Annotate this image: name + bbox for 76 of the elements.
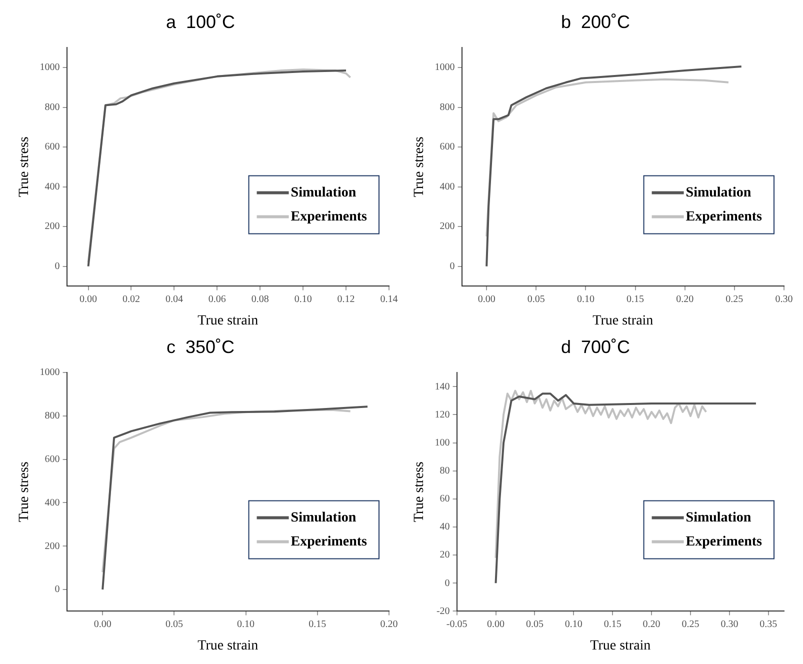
y-tick-label: 80 <box>440 465 450 476</box>
x-tick-label: 0.20 <box>380 618 398 630</box>
y-tick-label: 20 <box>440 550 450 561</box>
x-axis-title: True strain <box>592 313 654 328</box>
y-tick-label: 0 <box>450 260 455 272</box>
y-tick-label: 1000 <box>40 367 60 378</box>
y-axis-title: True stress <box>17 462 32 522</box>
y-tick-label: 800 <box>440 102 455 113</box>
x-tick-label: 0.14 <box>380 294 398 305</box>
x-tick-label: 0.00 <box>80 294 98 305</box>
y-tick-label: 400 <box>44 497 60 508</box>
y-tick-label: 0 <box>444 578 450 589</box>
x-tick-label: 0.12 <box>337 294 355 305</box>
x-tick-label: 0.05 <box>527 294 545 305</box>
y-tick-label: 1000 <box>40 62 60 74</box>
y-tick-label: 400 <box>440 181 455 192</box>
y-tick-label: 0 <box>54 260 60 272</box>
x-tick-label: 0.25 <box>682 618 700 630</box>
x-tick-label: 0.04 <box>165 294 183 305</box>
y-tick-label: 1000 <box>434 62 455 74</box>
y-tick-label: 800 <box>44 410 60 422</box>
x-tick-label: 0.10 <box>564 618 582 630</box>
x-tick-label: 0.08 <box>251 294 269 305</box>
x-tick-label: 0.30 <box>720 618 738 630</box>
y-tick-label: 800 <box>44 102 60 113</box>
y-tick-label: 600 <box>44 142 60 153</box>
y-tick-label: 200 <box>440 221 455 232</box>
y-axis-title: True stress <box>17 136 32 198</box>
y-tick-label: 140 <box>434 381 450 392</box>
x-tick-label: 0.10 <box>294 294 312 305</box>
y-tick-label: 600 <box>44 454 60 465</box>
y-axis-title: True stress <box>412 462 428 522</box>
legend-label: Experiments <box>290 534 368 550</box>
x-tick-label: -0.05 <box>446 618 468 630</box>
chart-title: a 100˚C <box>166 12 236 32</box>
x-tick-label: 0.15 <box>604 618 622 630</box>
x-axis-title: True strain <box>198 313 258 328</box>
chart-title: d 700˚C <box>560 336 630 357</box>
x-tick-label: 0.00 <box>487 618 504 630</box>
legend-label: Experiments <box>686 534 763 550</box>
x-tick-label: 0.20 <box>676 294 694 305</box>
x-axis-title: True strain <box>590 638 651 654</box>
y-tick-label: 100 <box>434 437 450 448</box>
x-tick-label: 0.35 <box>760 618 778 630</box>
x-tick-label: 0.00 <box>478 294 496 305</box>
x-tick-label: 0.15 <box>626 294 644 305</box>
x-tick-label: 0.06 <box>208 294 226 305</box>
legend-label: Simulation <box>290 185 356 200</box>
x-tick-label: 0.30 <box>775 294 793 305</box>
chart-title: b 200˚C <box>560 12 630 32</box>
x-tick-label: 0.25 <box>726 294 744 305</box>
y-axis-title: True stress <box>412 136 428 198</box>
y-tick-label: 600 <box>440 142 455 153</box>
x-tick-label: 0.10 <box>237 618 255 630</box>
y-tick-label: -20 <box>436 606 450 617</box>
y-tick-label: 400 <box>44 181 60 192</box>
y-tick-label: 120 <box>434 409 450 420</box>
y-tick-label: 0 <box>54 584 60 596</box>
x-tick-label: 0.10 <box>576 294 594 305</box>
legend-label: Simulation <box>686 510 752 526</box>
legend-label: Simulation <box>290 510 356 526</box>
x-tick-label: 0.02 <box>122 294 140 305</box>
x-tick-label: 0.15 <box>308 618 326 630</box>
x-axis-title: True strain <box>198 638 258 654</box>
y-tick-label: 200 <box>44 540 60 552</box>
legend-label: Experiments <box>686 209 763 224</box>
legend-label: Experiments <box>290 209 368 224</box>
x-tick-label: 0.00 <box>94 618 112 630</box>
x-tick-label: 0.05 <box>526 618 544 630</box>
legend-label: Simulation <box>686 185 752 200</box>
y-tick-label: 60 <box>440 494 450 505</box>
chart-title: c 350˚C <box>166 336 235 357</box>
y-tick-label: 40 <box>440 522 450 533</box>
y-tick-label: 200 <box>44 221 60 232</box>
x-tick-label: 0.20 <box>642 618 660 630</box>
x-tick-label: 0.05 <box>165 618 183 630</box>
